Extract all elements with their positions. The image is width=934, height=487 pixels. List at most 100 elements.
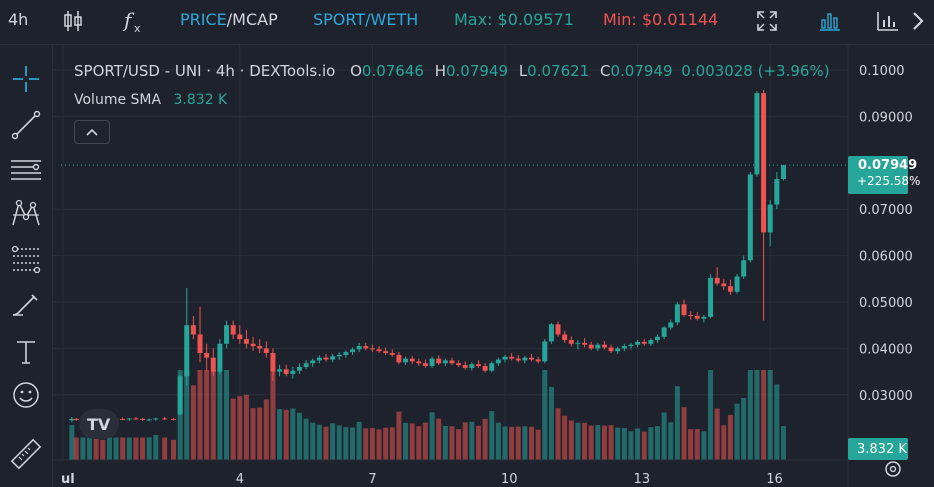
legend-low: 0.07621 [527,62,590,80]
candle-body [522,357,528,361]
collapse-legend-button[interactable] [74,120,110,144]
emoji-icon[interactable] [9,378,43,412]
pair-toggle[interactable]: SPORT/WETH [313,10,419,29]
last-price: 0.07949 [858,158,918,173]
candle-body [588,344,594,349]
candle-body [714,277,720,284]
candle-body [495,359,501,364]
max-price-label: Max: $0.09571 [454,10,574,29]
candle-body [162,418,168,420]
candle-body [548,324,554,342]
candle-body [641,341,647,344]
legend-open: 0.07646 [361,62,424,80]
fullscreen-icon[interactable] [756,10,778,32]
bar-chart-icon[interactable] [818,10,842,32]
volume-bar [133,437,139,460]
trend-line-icon[interactable] [9,108,43,142]
text-tool-icon[interactable] [9,335,43,369]
y-tick-label: 0.1000 [859,64,905,79]
candle-body [73,418,79,420]
candle-body [628,344,634,347]
candle-body [369,348,375,350]
volume-bar [661,412,667,460]
fib-retracement-icon[interactable] [9,243,43,277]
candle-body [535,359,541,362]
interval-button[interactable]: 4h [8,10,29,29]
volume-bar [210,370,216,460]
x-axis: ul 4 7 10 13 16 [61,472,783,487]
candles-icon[interactable] [62,9,84,33]
candle-body [257,346,263,349]
candle-body [237,334,243,340]
candle-body [601,344,607,348]
volume-bar [330,423,336,460]
volume-bar [714,408,720,460]
mcap-label: /MCAP [226,10,278,29]
chart-stats-icon[interactable] [876,10,900,32]
volume-bar [761,370,767,460]
candle-body [734,276,740,292]
candle-body [489,363,495,371]
price-chart[interactable]: 0.1000 0.09000 0.07000 0.06000 0.05000 0.0400… [53,45,934,487]
chevron-right-icon[interactable] [910,10,926,32]
volume-bar [708,370,714,460]
brush-icon[interactable] [9,289,43,323]
crosshair-icon[interactable] [9,62,43,96]
price-label: PRICE [180,10,227,29]
volume-bar [562,415,568,460]
candle-body [615,348,621,352]
volume-bar [120,437,126,460]
volume-bar [548,386,554,460]
volume-bar [615,427,621,460]
volume-bar [296,412,302,460]
candle-body [754,93,760,175]
x-tick-label: 10 [501,472,518,487]
volume-bar [106,437,112,460]
candle-body [250,343,256,347]
candle-body [674,304,680,323]
volume-bar [635,428,641,460]
candle-body [230,325,236,335]
settings-icon[interactable] [885,461,901,477]
candle-body [343,352,349,355]
candle-body [529,357,535,360]
candle-body [303,363,309,367]
legend-low-key: L [518,62,528,80]
horizontal-lines-icon[interactable] [9,154,43,188]
pattern-icon[interactable] [9,197,43,231]
candle-body [396,354,402,363]
volume-bar [774,384,780,460]
chevron-up-icon [86,128,98,136]
candle-body [595,344,601,349]
candle-body [120,418,126,420]
price-mcap-toggle[interactable]: PRICE/MCAP [180,10,278,29]
volume-bar [376,429,382,460]
volume-bar [350,427,356,460]
candle-body [502,356,508,360]
candle-body [694,315,700,319]
volume-bar [482,418,488,460]
volume-bar [741,397,747,460]
ruler-icon[interactable] [9,437,43,471]
volume-bar [475,425,481,460]
chart-legend: SPORT/USD - UNI · 4h · DEXTools.io O0.07… [74,62,830,80]
candle-body [462,365,468,368]
volume-bar [734,403,740,460]
candle-body [146,419,152,421]
volume-bar [303,418,309,460]
volume-tag-value: 3.832 K [857,442,907,457]
candle-body [409,358,415,362]
volume-legend: Volume SMA 3.832 K [74,92,227,108]
candle-body [761,93,767,233]
indicators-icon[interactable]: f x [122,7,148,35]
candle-body [681,304,687,315]
volume-bar [449,426,455,460]
candle-body [243,339,249,344]
candle-body [204,353,210,358]
volume-bar [270,370,276,460]
volume-bar [416,426,422,460]
volume-bar [204,370,210,460]
volume-bar [184,370,190,460]
volume-bar [389,427,395,460]
drawing-toolbar [0,45,53,487]
